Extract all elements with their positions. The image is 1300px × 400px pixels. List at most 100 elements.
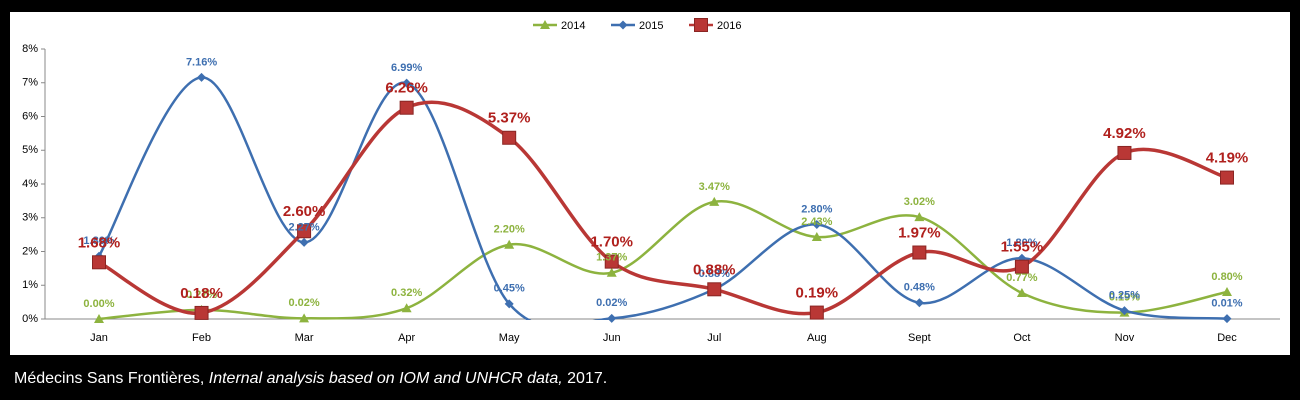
marker [811, 231, 822, 241]
y-tick-label: 0% [22, 313, 38, 325]
data-label: 3.02% [904, 196, 935, 208]
marker [540, 20, 550, 29]
data-label: 1.37% [596, 252, 627, 264]
data-label: 1.55% [1001, 239, 1044, 256]
y-tick-label: 1% [22, 279, 38, 291]
marker [1014, 259, 1029, 274]
x-tick-label: Dec [1217, 332, 1237, 344]
x-tick-label: Feb [192, 332, 211, 344]
legend-label: 2014 [561, 20, 585, 32]
marker [914, 298, 924, 308]
x-tick-label: Sept [908, 332, 931, 344]
caption-year: 2017. [562, 370, 608, 387]
marker [606, 267, 617, 277]
marker [502, 130, 517, 145]
marker [809, 305, 824, 320]
marker [299, 313, 310, 323]
data-label: 2.27% [288, 221, 319, 233]
data-label: 0.01% [1211, 298, 1242, 310]
marker [1119, 306, 1129, 316]
data-label: 0.88% [693, 261, 736, 278]
data-label: 4.92% [1103, 125, 1146, 142]
x-tick-label: Aug [807, 332, 827, 344]
series-line [98, 100, 1228, 316]
data-label: 5.37% [488, 110, 531, 127]
x-tick-label: May [499, 332, 520, 344]
y-tick-label: 8% [22, 43, 38, 55]
data-label: 1.86% [83, 235, 114, 247]
data-label: 0.77% [1006, 272, 1037, 284]
marker [92, 255, 106, 270]
marker [694, 18, 708, 32]
data-label: 0.19% [796, 285, 839, 302]
x-tick-label: Oct [1013, 332, 1030, 344]
data-label: 0.02% [596, 297, 627, 309]
marker [1220, 170, 1234, 185]
caption: Médecins Sans Frontières, Internal analy… [14, 370, 607, 388]
data-label: 2.43% [801, 216, 832, 228]
data-label: 1.80% [1006, 237, 1037, 249]
chart-area [10, 12, 1290, 355]
data-label: 0.25% [1109, 289, 1140, 301]
series-line [98, 200, 1228, 320]
legend-label: 2015 [639, 20, 663, 32]
y-tick-label: 7% [22, 77, 38, 89]
marker [1016, 288, 1027, 298]
marker [94, 314, 104, 323]
data-label: 0.88% [699, 268, 730, 280]
marker [297, 224, 312, 239]
data-label: 7.16% [186, 56, 217, 68]
y-tick-label: 5% [22, 144, 38, 156]
marker [812, 220, 822, 229]
y-tick-label: 6% [22, 110, 38, 122]
data-label: 0.00% [83, 298, 114, 310]
x-tick-label: Jul [707, 332, 721, 344]
marker [607, 313, 617, 323]
chart: 0% 1% 2% 3% 4% 5% 6% 7% 8% Jan Feb Mar Apr May Jun Jul A… [10, 12, 1290, 355]
y-tick-label: 4% [22, 178, 38, 190]
y-tick-label: 2% [22, 245, 38, 257]
marker [1222, 287, 1232, 296]
data-label: 2.60% [283, 203, 326, 220]
caption-title: Internal analysis based on IOM and UNHCR… [208, 370, 563, 387]
data-label: 1.70% [590, 234, 633, 251]
marker [399, 100, 414, 115]
x-tick-label: Jun [603, 332, 621, 344]
marker [912, 245, 927, 260]
marker [1117, 145, 1132, 160]
caption-author: Médecins Sans Frontières, [14, 370, 209, 387]
data-label: 0.18% [180, 285, 223, 302]
marker [1222, 314, 1232, 324]
marker [709, 196, 720, 206]
marker [401, 303, 412, 313]
data-label: 0.02% [288, 297, 319, 309]
data-label: 1.97% [898, 224, 941, 241]
x-tick-label: Apr [398, 332, 415, 344]
marker [402, 78, 412, 88]
marker [618, 20, 628, 30]
plot: 0% 1% 2% 3% 4% 5% 6% 7% 8% Jan Feb Mar Apr May Jun Jul A… [22, 18, 1280, 344]
data-label: 3.47% [699, 181, 730, 193]
marker [604, 254, 619, 269]
marker [299, 237, 309, 247]
data-label: 1.68% [78, 234, 121, 251]
data-label: 0.80% [1211, 271, 1242, 283]
data-label: 2.20% [494, 224, 525, 236]
data-label: 6.26% [385, 80, 428, 97]
marker [914, 212, 925, 222]
legend-label: 2016 [717, 20, 741, 32]
data-label: 0.45% [494, 283, 525, 295]
marker [194, 305, 209, 320]
marker [504, 239, 515, 249]
marker [707, 282, 722, 297]
x-tick-label: Mar [295, 332, 314, 344]
data-label: 2.80% [801, 203, 832, 215]
x-tick-label: Nov [1115, 332, 1135, 344]
data-label: 0.48% [904, 282, 935, 294]
x-tick-label: Jan [90, 332, 108, 344]
data-label: 0.27% [186, 289, 217, 301]
data-label: 6.99% [391, 62, 422, 74]
marker [197, 72, 207, 82]
marker [504, 299, 514, 309]
